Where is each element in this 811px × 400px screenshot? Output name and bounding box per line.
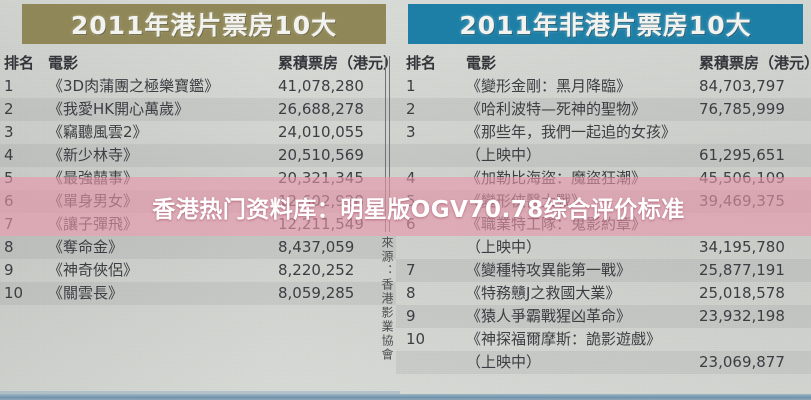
row-film: 《哈利波特—死神的聖物》: [466, 100, 647, 118]
row-film: 《猿人爭霸戰猩凶革命》: [466, 307, 632, 325]
row-gross: 25,877,191: [699, 261, 785, 279]
row-film: 《3D肉蒲團之極樂寶鑑》: [48, 77, 220, 95]
table-row: 10 《關雲長》 8,059,285: [0, 282, 396, 305]
row-gross: 61,295,651: [699, 146, 785, 164]
row-gross: 26,688,278: [278, 100, 364, 118]
table-row: 2 《哈利波特—死神的聖物》 76,785,999: [396, 98, 811, 121]
row-film: 《變形金剛：黑月降臨》: [466, 77, 632, 95]
row-gross: 41,078,280: [278, 77, 364, 95]
foreign-films-banner: 2011年非港片票房10大: [408, 4, 803, 44]
table-row: 4 《新少林寺》 20,510,569: [0, 144, 396, 167]
row-gross: 84,703,797: [699, 77, 785, 95]
row-rank: 7: [406, 261, 416, 279]
row-gross: 76,785,999: [699, 100, 785, 118]
row-film: 《奪命金》: [48, 238, 124, 256]
row-gross: 8,059,285: [278, 284, 355, 302]
row-film: 《神探福爾摩斯：詭影遊戲》: [466, 330, 662, 348]
table-row-continuation: （上映中） 23,069,877: [396, 351, 811, 374]
watermark-text: 香港热门资料库：明星版OGV70.78综合评价标准: [152, 196, 685, 223]
row-rank: 4: [4, 146, 14, 164]
row-gross: 25,018,578: [699, 284, 785, 302]
table-row: 9 《神奇俠侶》 8,220,252: [0, 259, 396, 282]
table-row: 3 《那些年，我們一起追的女孩》: [396, 121, 811, 144]
header-rank: 排名: [406, 54, 437, 72]
row-rank: 2: [4, 100, 14, 118]
table-row: 8 《特務戇J之救國大業》 25,018,578: [396, 282, 811, 305]
table-row-continuation: （上映中） 61,295,651: [396, 144, 811, 167]
table-row: 7 《變種特攻異能第一戰》 25,877,191: [396, 259, 811, 282]
row-rank: 1: [406, 77, 416, 95]
row-rank: 10: [4, 284, 24, 302]
row-film: 《變種特攻異能第一戰》: [466, 261, 632, 279]
header-gross: 累積票房（港元）: [699, 54, 811, 72]
table-row: 2 《我愛HK開心萬歲》 26,688,278: [0, 98, 396, 121]
header-gross: 累積票房（港元）: [278, 54, 399, 72]
local-films-banner: 2011年港片票房10大: [22, 4, 386, 44]
row-rank: 1: [4, 77, 14, 95]
table-row: 1 《變形金剛：黑月降臨》 84,703,797: [396, 75, 811, 98]
local-films-panel: 2011年港片票房10大 排名 電影 累積票房（港元） 1 《3D肉蒲團之極樂寶…: [0, 0, 399, 400]
row-gross: 8,437,059: [278, 238, 355, 256]
row-rank: 2: [406, 100, 416, 118]
row-film: 《竊聽風雲2》: [48, 123, 148, 141]
row-rank: 8: [4, 238, 14, 256]
row-gross: 24,010,055: [278, 123, 364, 141]
row-film: 《新少林寺》: [48, 146, 139, 164]
row-film: 《我愛HK開心萬歲》: [48, 100, 190, 118]
table-row: 1 《3D肉蒲團之極樂寶鑑》 41,078,280: [0, 75, 396, 98]
row-rank: 3: [406, 123, 416, 141]
table-row: 8 《奪命金》 8,437,059: [0, 236, 396, 259]
row-gross: 20,510,569: [278, 146, 364, 164]
table-row: 10 《神探福爾摩斯：詭影遊戲》: [396, 328, 811, 351]
row-note: （上映中）: [466, 146, 542, 164]
row-gross: 23,932,198: [699, 307, 785, 325]
table-row: 3 《竊聽風雲2》 24,010,055: [0, 121, 396, 144]
header-rank: 排名: [4, 54, 35, 72]
row-gross: 34,195,780: [699, 238, 785, 256]
row-rank: 9: [406, 307, 416, 325]
table-header-row: 排名 電影 累積票房（港元）: [396, 52, 811, 75]
table-header-row: 排名 電影 累積票房（港元）: [0, 52, 399, 75]
header-film: 電影: [466, 54, 497, 72]
row-gross: 23,069,877: [699, 353, 785, 371]
scan-edge-highlight: [0, 391, 400, 394]
table-row-continuation: （上映中） 34,195,780: [396, 236, 811, 259]
source-credit: 來源：香港影業協會: [380, 236, 394, 362]
row-rank: 10: [406, 330, 426, 348]
row-rank: 3: [4, 123, 14, 141]
foreign-films-panel: 2011年非港片票房10大 排名 電影 累積票房（港元） 1 《變形金剛：黑月降…: [396, 0, 811, 400]
row-note: （上映中）: [466, 353, 542, 371]
row-film: 《特務戇J之救國大業》: [466, 284, 621, 302]
watermark-band: 香港热门资料库：明星版OGV70.78综合评价标准: [0, 177, 811, 236]
row-rank: 9: [4, 261, 14, 279]
scan-bottom-edge: [0, 394, 811, 400]
row-note: （上映中）: [466, 238, 542, 256]
foreign-films-banner-title: 2011年非港片票房10大: [459, 11, 752, 40]
table-row: 9 《猿人爭霸戰猩凶革命》 23,932,198: [396, 305, 811, 328]
row-rank: 8: [406, 284, 416, 302]
header-film: 電影: [48, 54, 79, 72]
row-film: 《關雲長》: [48, 284, 124, 302]
row-film: 《那些年，我們一起追的女孩》: [466, 123, 677, 141]
column-divider-rule: [385, 56, 391, 232]
row-gross: 8,220,252: [278, 261, 355, 279]
local-films-banner-title: 2011年港片票房10大: [70, 11, 338, 40]
row-film: 《神奇俠侶》: [48, 261, 139, 279]
